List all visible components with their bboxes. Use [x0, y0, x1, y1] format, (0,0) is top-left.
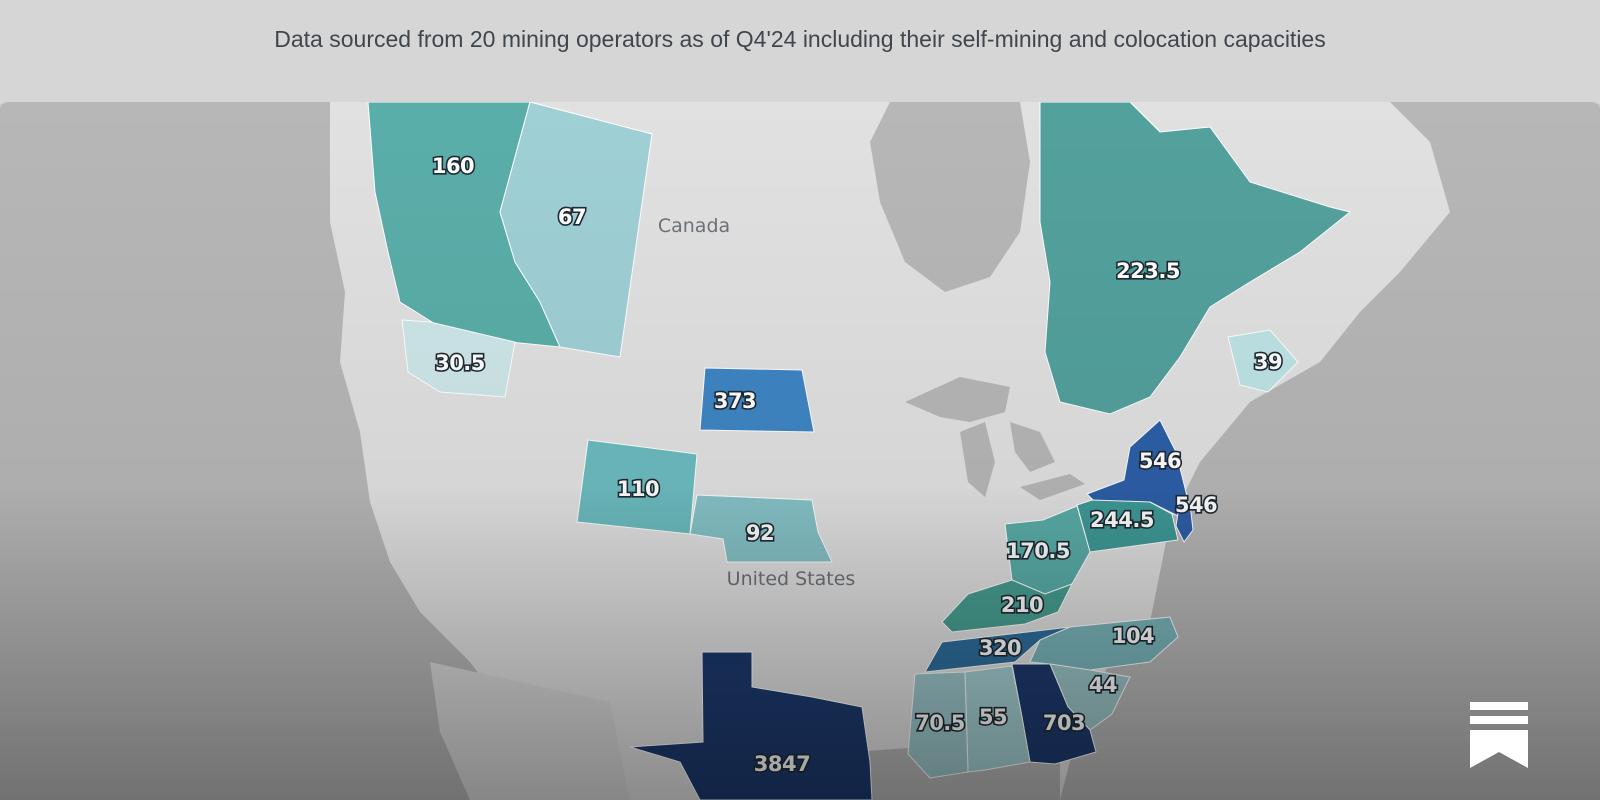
bookmark-stack-icon[interactable] — [1470, 702, 1528, 768]
map-canvas: 160 67 223.5 39 30.5 373 110 92 — [0, 102, 1600, 800]
region-value: 92 — [746, 521, 774, 545]
region-value: 320 — [979, 636, 1021, 660]
country-label-canada: Canada — [658, 215, 730, 237]
map-subtitle: Data sourced from 20 mining operators as… — [274, 26, 1326, 52]
region-value: 170.5 — [1006, 539, 1070, 563]
region-value: 244.5 — [1090, 508, 1154, 532]
region-value: 210 — [1001, 593, 1043, 617]
region-value: 3847 — [754, 752, 810, 776]
header: Data sourced from 20 mining operators as… — [0, 0, 1600, 104]
choropleth-map[interactable]: 160 67 223.5 39 30.5 373 110 92 — [0, 102, 1600, 800]
region-value: 703 — [1043, 711, 1085, 735]
region-value: 67 — [558, 205, 586, 229]
country-label-united-states: United States — [727, 568, 856, 590]
region-value: 546 — [1175, 493, 1217, 517]
region-value: 110 — [617, 477, 659, 501]
region-mississippi[interactable]: 70.5 — [907, 671, 969, 779]
region-value: 44 — [1089, 673, 1117, 697]
region-value: 55 — [979, 705, 1007, 729]
region-value: 373 — [714, 389, 756, 413]
region-value: 104 — [1112, 624, 1154, 648]
region-north-dakota[interactable]: 373 — [699, 367, 815, 433]
region-value: 546 — [1139, 449, 1181, 473]
region-wyoming[interactable]: 110 — [576, 439, 698, 535]
region-value: 70.5 — [915, 711, 965, 735]
region-value: 223.5 — [1116, 259, 1180, 283]
region-value: 160 — [432, 154, 474, 178]
region-value: 30.5 — [435, 351, 485, 375]
region-value: 39 — [1254, 350, 1282, 374]
